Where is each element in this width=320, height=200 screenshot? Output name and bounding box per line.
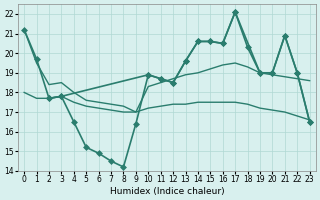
X-axis label: Humidex (Indice chaleur): Humidex (Indice chaleur) — [109, 187, 224, 196]
